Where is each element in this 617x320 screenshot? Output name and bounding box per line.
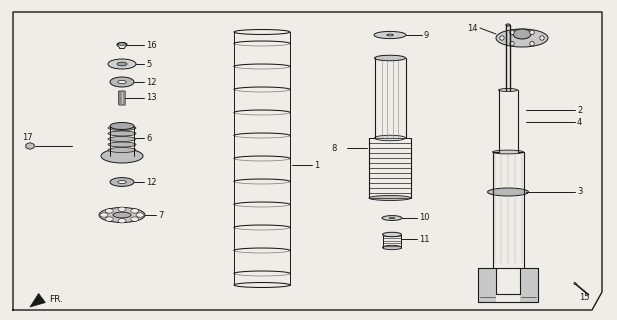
Ellipse shape xyxy=(499,89,518,92)
Ellipse shape xyxy=(369,196,411,201)
Ellipse shape xyxy=(487,188,529,196)
Circle shape xyxy=(510,30,514,35)
Ellipse shape xyxy=(492,150,523,154)
Circle shape xyxy=(540,36,544,40)
Text: 2: 2 xyxy=(577,106,582,115)
Ellipse shape xyxy=(375,135,405,141)
Ellipse shape xyxy=(496,29,548,47)
Ellipse shape xyxy=(131,217,139,221)
Circle shape xyxy=(500,36,504,40)
Ellipse shape xyxy=(117,62,127,66)
Text: 8: 8 xyxy=(331,143,337,153)
FancyBboxPatch shape xyxy=(119,91,125,105)
Text: FR.: FR. xyxy=(49,295,63,305)
Ellipse shape xyxy=(110,123,134,130)
Circle shape xyxy=(530,30,534,35)
Text: 17: 17 xyxy=(22,132,32,141)
Ellipse shape xyxy=(101,149,143,163)
Ellipse shape xyxy=(383,245,402,250)
Ellipse shape xyxy=(382,216,402,220)
Ellipse shape xyxy=(118,180,126,183)
Text: 5: 5 xyxy=(146,60,151,68)
Polygon shape xyxy=(30,293,46,307)
Text: 13: 13 xyxy=(146,93,157,102)
Ellipse shape xyxy=(117,43,127,45)
Ellipse shape xyxy=(99,207,145,222)
Ellipse shape xyxy=(118,80,126,84)
Text: 15: 15 xyxy=(579,293,589,302)
Ellipse shape xyxy=(108,59,136,69)
Ellipse shape xyxy=(374,31,406,39)
Text: 1: 1 xyxy=(314,161,319,170)
Text: 3: 3 xyxy=(577,188,582,196)
Circle shape xyxy=(530,41,534,46)
Ellipse shape xyxy=(110,77,134,87)
Ellipse shape xyxy=(383,232,402,237)
Ellipse shape xyxy=(108,137,136,141)
Ellipse shape xyxy=(108,125,136,131)
Text: 12: 12 xyxy=(146,77,157,86)
Text: 11: 11 xyxy=(419,235,429,244)
Text: 6: 6 xyxy=(146,133,151,142)
Ellipse shape xyxy=(106,217,114,221)
Ellipse shape xyxy=(118,207,126,212)
Ellipse shape xyxy=(110,178,134,186)
Ellipse shape xyxy=(113,212,131,218)
Ellipse shape xyxy=(100,213,108,217)
Ellipse shape xyxy=(108,148,136,153)
Polygon shape xyxy=(576,284,589,295)
Ellipse shape xyxy=(118,219,126,223)
Text: 12: 12 xyxy=(146,178,157,187)
Ellipse shape xyxy=(506,24,510,26)
Ellipse shape xyxy=(375,55,405,61)
Ellipse shape xyxy=(108,131,136,136)
Ellipse shape xyxy=(387,34,393,36)
Polygon shape xyxy=(574,282,576,285)
Text: 14: 14 xyxy=(468,23,478,33)
Ellipse shape xyxy=(513,29,531,39)
Text: 10: 10 xyxy=(419,213,429,222)
Ellipse shape xyxy=(108,142,136,147)
Text: 7: 7 xyxy=(158,211,164,220)
Text: 4: 4 xyxy=(577,117,582,126)
Polygon shape xyxy=(26,143,34,149)
Text: 9: 9 xyxy=(424,30,429,39)
Circle shape xyxy=(510,41,514,46)
Ellipse shape xyxy=(106,209,114,213)
Ellipse shape xyxy=(131,209,139,213)
Text: 16: 16 xyxy=(146,41,157,50)
Ellipse shape xyxy=(136,213,144,217)
Ellipse shape xyxy=(389,217,395,219)
